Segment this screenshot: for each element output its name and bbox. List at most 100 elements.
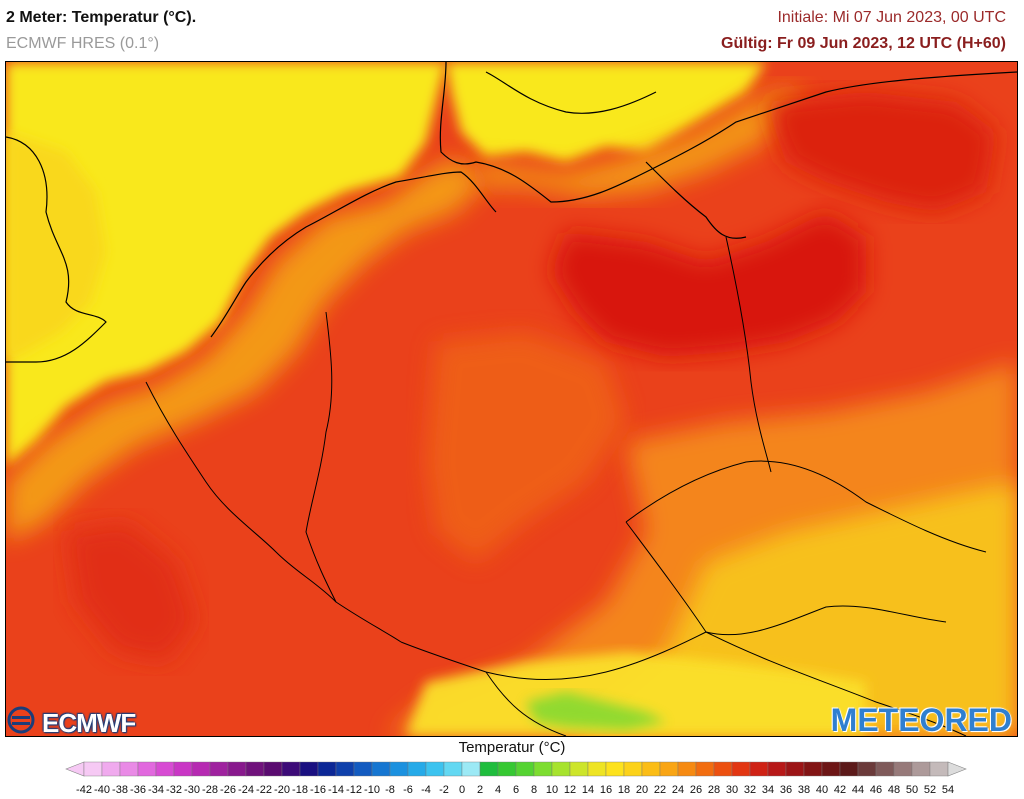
legend-tick-label: -10 bbox=[364, 784, 380, 796]
central-orange-band bbox=[426, 332, 626, 562]
meteored-logo: METEORED bbox=[830, 702, 1012, 738]
legend-tick-label: 18 bbox=[618, 784, 630, 796]
legend-tick-label: 38 bbox=[798, 784, 810, 796]
legend-swatch bbox=[551, 761, 571, 777]
legend-tick-label: -18 bbox=[292, 784, 308, 796]
ecmwf-logo: ECMWF bbox=[42, 708, 136, 738]
legend-tick-label: 34 bbox=[762, 784, 774, 796]
legend-tick-label: -36 bbox=[130, 784, 146, 796]
legend-swatch bbox=[119, 761, 139, 777]
legend-tick-label: 14 bbox=[582, 784, 594, 796]
legend-swatch bbox=[695, 761, 715, 777]
legend-swatch bbox=[443, 761, 463, 777]
legend-swatch bbox=[83, 761, 103, 777]
legend-swatch bbox=[749, 761, 769, 777]
legend-tick-label: 44 bbox=[852, 784, 864, 796]
legend-swatch bbox=[767, 761, 787, 777]
legend-swatch bbox=[875, 761, 895, 777]
legend-tick-label: 20 bbox=[636, 784, 648, 796]
legend-tick-label: 48 bbox=[888, 784, 900, 796]
legend-swatches bbox=[65, 761, 967, 777]
legend-tick-label: -40 bbox=[94, 784, 110, 796]
legend-tick-label: -28 bbox=[202, 784, 218, 796]
legend-tick-label: 50 bbox=[906, 784, 918, 796]
legend-tick-label: 54 bbox=[942, 784, 954, 796]
legend-swatch bbox=[353, 761, 373, 777]
legend-swatch bbox=[839, 761, 859, 777]
sea-yellow-zone bbox=[6, 62, 446, 467]
hotspot-france bbox=[66, 522, 196, 662]
legend-swatch bbox=[101, 761, 121, 777]
legend-swatch bbox=[497, 761, 517, 777]
legend-tick-label: 30 bbox=[726, 784, 738, 796]
hotspot-poland-north bbox=[766, 92, 996, 212]
legend-tick-label: 42 bbox=[834, 784, 846, 796]
legend-tick-label: 32 bbox=[744, 784, 756, 796]
legend-swatch bbox=[425, 761, 445, 777]
legend-swatch bbox=[461, 761, 481, 777]
legend-tick-label: -34 bbox=[148, 784, 164, 796]
legend-tick-label: -20 bbox=[274, 784, 290, 796]
legend-swatch bbox=[623, 761, 643, 777]
legend-swatch bbox=[299, 761, 319, 777]
legend-tick-label: 10 bbox=[546, 784, 558, 796]
legend-tick-label: 40 bbox=[816, 784, 828, 796]
legend-swatch bbox=[911, 761, 931, 777]
legend-tick-label: -6 bbox=[403, 784, 413, 796]
legend-swatch bbox=[137, 761, 157, 777]
ecmwf-logo-icon bbox=[7, 706, 35, 734]
alps-yellow bbox=[406, 652, 866, 736]
legend-swatch bbox=[191, 761, 211, 777]
hotspot-east-germany bbox=[551, 212, 866, 357]
legend-tick-label: 8 bbox=[531, 784, 537, 796]
temperature-legend: -42 -40 -38 -36 -34 -32 -30 -28 -26 -24 -22 -20 -18-… bbox=[65, 761, 967, 796]
legend-tick-label: -32 bbox=[166, 784, 182, 796]
legend-tick-labels: -42 -40 -38 -36 -34 -32 -30 -28 -26 -24 -22 -20 -18-… bbox=[76, 784, 954, 796]
legend-tick-label: 24 bbox=[672, 784, 684, 796]
legend-tick-label: 52 bbox=[924, 784, 936, 796]
legend-swatch bbox=[209, 761, 229, 777]
legend-swatch bbox=[659, 761, 679, 777]
sea-yellow-zone-north bbox=[446, 62, 766, 162]
legend-arrow-low bbox=[65, 761, 85, 777]
legend-swatch bbox=[245, 761, 265, 777]
legend-tick-label: 12 bbox=[564, 784, 576, 796]
alps-green bbox=[526, 692, 666, 730]
legend-tick-label: 6 bbox=[513, 784, 519, 796]
legend-swatch bbox=[857, 761, 877, 777]
legend-swatch bbox=[407, 761, 427, 777]
model-subtitle: ECMWF HRES (0.1°) bbox=[6, 35, 160, 52]
legend-swatch bbox=[533, 761, 553, 777]
legend-swatch bbox=[929, 761, 949, 777]
legend-tick-label: 2 bbox=[477, 784, 483, 796]
legend-tick-label: 26 bbox=[690, 784, 702, 796]
legend-swatch bbox=[389, 761, 409, 777]
legend-swatch bbox=[677, 761, 697, 777]
legend-swatch bbox=[785, 761, 805, 777]
legend-tick-label: 36 bbox=[780, 784, 792, 796]
legend-tick-label: -24 bbox=[238, 784, 254, 796]
legend-tick-label: 22 bbox=[654, 784, 666, 796]
orange-coastal-belt bbox=[6, 157, 486, 542]
initial-time: Initiale: Mi 07 Jun 2023, 00 UTC bbox=[777, 9, 1006, 26]
legend-swatch bbox=[371, 761, 391, 777]
legend-swatch bbox=[317, 761, 337, 777]
legend-tick-label: 46 bbox=[870, 784, 882, 796]
legend-tick-label: -4 bbox=[421, 784, 431, 796]
legend-swatch bbox=[641, 761, 661, 777]
legend-tick-label: -2 bbox=[439, 784, 449, 796]
legend-tick-label: -42 bbox=[76, 784, 92, 796]
britain-yellow bbox=[6, 132, 106, 362]
legend-tick-label: 0 bbox=[459, 784, 465, 796]
legend-swatch bbox=[713, 761, 733, 777]
legend-swatch bbox=[515, 761, 535, 777]
legend-tick-label: 28 bbox=[708, 784, 720, 796]
legend-tick-label: 16 bbox=[600, 784, 612, 796]
country-borders bbox=[145, 236, 987, 736]
temperature-map[interactable] bbox=[5, 61, 1018, 737]
legend-swatch bbox=[155, 761, 175, 777]
legend-swatch bbox=[821, 761, 841, 777]
legend-swatch bbox=[569, 761, 589, 777]
legend-swatch bbox=[173, 761, 193, 777]
legend-tick-label: -38 bbox=[112, 784, 128, 796]
